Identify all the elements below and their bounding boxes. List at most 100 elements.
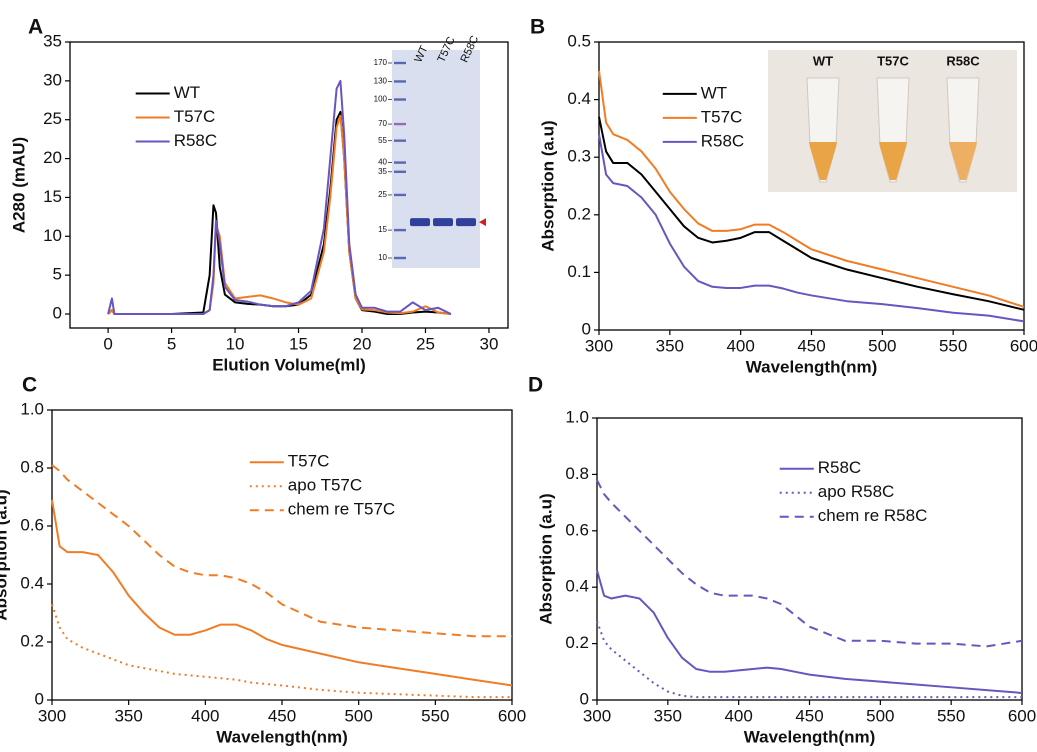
x-tick-label: 450 [268, 706, 296, 725]
y-tick-label: 0.6 [565, 520, 589, 539]
y-tick-label: 0.2 [567, 204, 591, 223]
y-tick-label: 5 [53, 265, 62, 284]
marker-label: 10 [378, 253, 387, 262]
panel-label: B [530, 16, 545, 39]
y-tick-label: 0.4 [565, 577, 589, 596]
marker-band [394, 228, 406, 232]
x-tick-label: 30 [479, 334, 498, 353]
legend-label: R58C [818, 458, 861, 477]
y-tick-label: 0.8 [565, 464, 589, 483]
y-tick-label: 0 [580, 689, 589, 708]
series-line [596, 570, 1023, 694]
series-line [598, 133, 1025, 323]
marker-label: 55 [378, 136, 387, 145]
y-tick-label: 0 [582, 319, 591, 338]
x-tick-label: 400 [724, 706, 752, 725]
x-tick-label: 400 [191, 706, 219, 725]
panel-label: A [28, 16, 43, 39]
marker-label: 100 [374, 95, 388, 104]
y-axis-title: Absorption (a.u) [0, 489, 10, 620]
y-tick-label: 1.0 [565, 407, 589, 426]
tube-liquid [879, 142, 907, 180]
x-axis-title: Wavelength(nm) [216, 727, 348, 746]
y-axis-title: A280 (mAU) [9, 137, 28, 233]
x-axis-title: Elution Volume(ml) [212, 355, 366, 374]
marker-label: 35 [378, 167, 387, 176]
marker-band [394, 139, 406, 142]
x-tick-label: 600 [1010, 336, 1037, 355]
tube-liquid [809, 142, 837, 180]
x-tick-label: 0 [103, 334, 112, 353]
x-tick-label: 450 [797, 336, 825, 355]
plot-frame [69, 41, 509, 329]
tube-liquid [949, 142, 977, 180]
legend-label: R58C [701, 131, 744, 150]
marker-band [394, 80, 406, 83]
legend-label: WT [701, 83, 727, 102]
y-tick-label: 0.4 [20, 573, 44, 592]
x-tick-label: 500 [344, 706, 372, 725]
legend-label: chem re R58C [818, 506, 928, 525]
x-tick-label: 20 [353, 334, 372, 353]
y-tick-label: 0.1 [567, 262, 591, 281]
panel-label: C [22, 374, 37, 397]
x-tick-label: 15 [289, 334, 308, 353]
marker-band [394, 161, 406, 164]
series-line [51, 464, 512, 638]
plot-frame [596, 417, 1023, 701]
sample-band [410, 218, 430, 227]
legend-label: apo T57C [288, 476, 362, 495]
sample-band [456, 218, 476, 227]
y-tick-label: 0.2 [20, 631, 44, 650]
x-tick-label: 400 [726, 336, 754, 355]
y-tick-label: 10 [43, 226, 62, 245]
tube-label: WT [813, 53, 833, 68]
x-axis-title: Wavelength(nm) [746, 357, 878, 376]
x-tick-label: 550 [421, 706, 449, 725]
y-tick-label: 35 [43, 31, 62, 50]
x-tick-label: 350 [656, 336, 684, 355]
y-tick-label: 30 [43, 70, 62, 89]
x-tick-label: 550 [939, 336, 967, 355]
y-tick-label: 0.4 [567, 89, 591, 108]
series-line [596, 479, 1023, 648]
x-tick-label: 500 [866, 706, 894, 725]
series-line [598, 70, 1025, 308]
marker-band [394, 98, 406, 101]
marker-band [394, 193, 406, 197]
legend-label: WT [174, 83, 200, 102]
series-line [598, 116, 1025, 311]
y-tick-label: 0.6 [20, 515, 44, 534]
legend-label: R58C [174, 131, 217, 150]
marker-label: 130 [374, 77, 388, 86]
legend-label: apo R58C [818, 482, 895, 501]
x-tick-label: 450 [795, 706, 823, 725]
series-line [51, 499, 513, 687]
tube-label: T57C [877, 53, 909, 68]
marker-label: 25 [378, 190, 387, 199]
x-tick-label: 10 [226, 334, 245, 353]
x-tick-label: 300 [38, 706, 66, 725]
y-tick-label: 15 [43, 187, 62, 206]
x-tick-label: 350 [654, 706, 682, 725]
marker-band [394, 61, 406, 65]
x-tick-label: 5 [167, 334, 176, 353]
x-tick-label: 300 [583, 706, 611, 725]
x-tick-label: 300 [585, 336, 613, 355]
marker-band [394, 256, 406, 260]
marker-label: 40 [378, 158, 387, 167]
y-tick-label: 0.2 [565, 633, 589, 652]
legend-label: chem re T57C [288, 500, 395, 519]
y-tick-label: 0 [35, 689, 44, 708]
series-line [51, 603, 512, 699]
x-tick-label: 550 [937, 706, 965, 725]
y-tick-label: 20 [43, 148, 62, 167]
series-line [107, 79, 452, 316]
y-tick-label: 25 [43, 109, 62, 128]
sample-band [433, 218, 453, 227]
arrowhead [479, 218, 486, 227]
y-axis-title: Absorption (a.u) [538, 120, 557, 251]
y-tick-label: 0.3 [567, 147, 591, 166]
